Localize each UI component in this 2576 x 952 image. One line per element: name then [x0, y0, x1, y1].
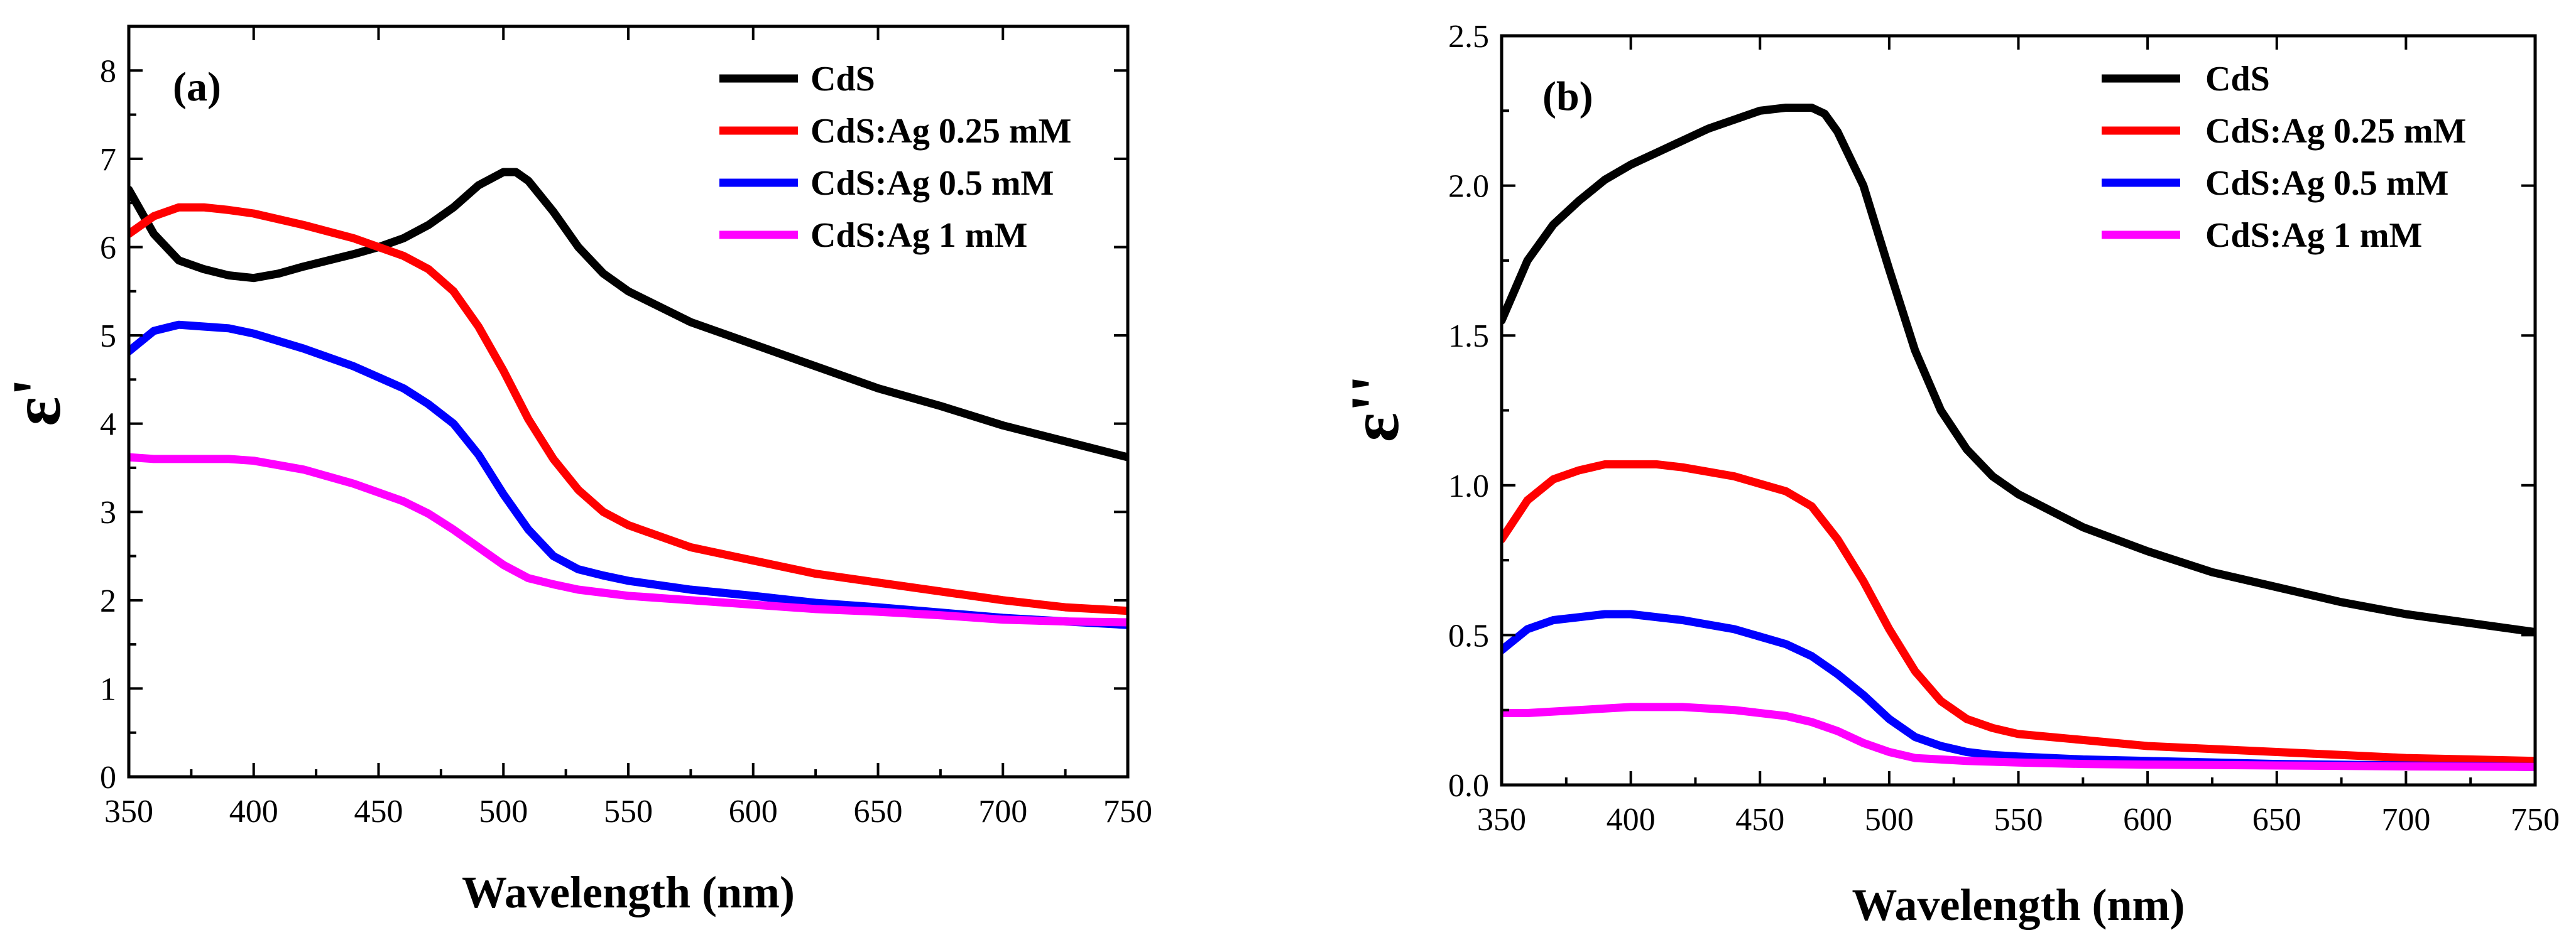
y-tick-label: 4: [100, 407, 116, 443]
legend: CdS CdS:Ag 0.25 mM CdS:Ag 0.5 mM CdS:Ag 1 m…: [2102, 60, 2466, 255]
x-tick-label: 500: [1865, 802, 1914, 838]
x-tick-label: 350: [104, 794, 153, 830]
x-axis-title: Wavelength (nm): [462, 867, 795, 917]
x-tick-label: 750: [1103, 794, 1152, 830]
x-axis-title: Wavelength (nm): [1852, 880, 2185, 930]
legend-label: CdS:Ag 0.25 mM: [810, 112, 1071, 151]
panel-label: (a): [173, 64, 221, 110]
y-tick-label: 1: [100, 671, 116, 707]
y-tick-label: 5: [100, 318, 116, 354]
x-tick-label: 450: [1735, 802, 1784, 838]
chart-panel-b: 350 400 450 500 550 600 650 700 750 0.0 0.5 1.0 1.5 2…: [1336, 19, 2560, 930]
series-group: [129, 168, 1128, 629]
y-axis-title: ε'': [1336, 374, 1413, 442]
series-group: [1502, 104, 2535, 771]
series-line-cds-ag-0-25-mm: [1502, 460, 2535, 765]
x-tick-label: 450: [354, 794, 403, 830]
x-tick-label: 350: [1477, 802, 1526, 838]
legend-label: CdS: [2205, 60, 2270, 99]
legend-label: CdS: [810, 60, 875, 99]
y-tick-label: 1.0: [1448, 468, 1489, 504]
y-tick-label: 6: [100, 230, 116, 266]
y-tick-label: 3: [100, 495, 116, 531]
series-line-cds-ag-1-mm: [1502, 703, 2535, 771]
y-tick-label: 0.5: [1448, 618, 1489, 654]
y-axis-title: ε': [0, 377, 75, 426]
legend-label: CdS:Ag 1 mM: [2205, 216, 2422, 255]
x-tick-label: 650: [854, 794, 903, 830]
series-line-cds: [129, 168, 1128, 462]
x-tick-label: 600: [729, 794, 778, 830]
y-tick-label: 1.5: [1448, 318, 1489, 354]
legend-label: CdS:Ag 1 mM: [810, 216, 1027, 255]
x-tick-label: 700: [978, 794, 1027, 830]
x-tick-label: 550: [604, 794, 653, 830]
legend: CdS CdS:Ag 0.25 mM CdS:Ag 0.5 mM CdS:Ag 1 m…: [719, 60, 1071, 255]
x-tick-label: 650: [2252, 802, 2301, 838]
y-tick-label: 2: [100, 583, 116, 619]
y-tick-label: 2.0: [1448, 169, 1489, 205]
y-tick-label: 7: [100, 142, 116, 178]
chart-panel-a: 350 400 450 500 550 600 650 700 750 0 1 2 3 4 5 6 7 8 Wave…: [0, 24, 1152, 917]
x-tick-label: 600: [2123, 802, 2172, 838]
series-line-cds-ag-0-25-mm: [129, 203, 1128, 615]
x-tick-label: 700: [2381, 802, 2430, 838]
y-tick-label: 0.0: [1448, 768, 1489, 804]
y-tick-label: 8: [100, 53, 116, 89]
series-line-cds-ag-1-mm: [129, 453, 1128, 627]
series-line-cds-ag-0-5-mm: [1502, 610, 2535, 771]
legend-label: CdS:Ag 0.25 mM: [2205, 112, 2466, 151]
series-line-cds-ag-0-5-mm: [129, 320, 1128, 629]
legend-label: CdS:Ag 0.5 mM: [2205, 164, 2448, 203]
y-tick-label: 2.5: [1448, 19, 1489, 55]
x-tick-label: 550: [1994, 802, 2043, 838]
legend-label: CdS:Ag 0.5 mM: [810, 164, 1054, 203]
y-tick-label: 0: [100, 760, 116, 796]
series-line-cds: [1502, 104, 2535, 637]
x-tick-label: 400: [1607, 802, 1656, 838]
panel-label: (b): [1542, 73, 1593, 119]
x-tick-label: 750: [2511, 802, 2560, 838]
x-tick-label: 500: [479, 794, 528, 830]
x-tick-label: 400: [229, 794, 278, 830]
